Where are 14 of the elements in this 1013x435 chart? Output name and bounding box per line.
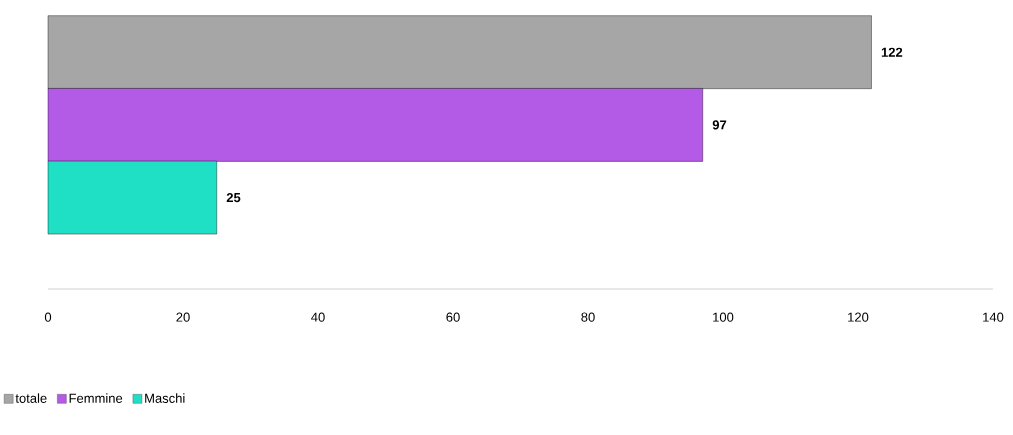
- x-tick-label: 80: [581, 312, 595, 322]
- x-tick-label: 0: [44, 312, 52, 322]
- x-tick-label: 140: [983, 312, 1004, 322]
- legend-label: Femmine: [69, 393, 123, 403]
- x-tick-label: 120: [848, 312, 869, 322]
- x-tick-label: 20: [176, 312, 190, 322]
- data-label: 25: [226, 192, 241, 203]
- x-tick-label: 40: [311, 312, 325, 322]
- x-tick-label: 60: [446, 312, 460, 322]
- x-tick-label: 100: [713, 312, 734, 322]
- legend-label: totale: [15, 393, 47, 403]
- data-label: 97: [712, 120, 727, 130]
- data-label: 122: [881, 47, 903, 57]
- legend-label: Maschi: [145, 393, 185, 403]
